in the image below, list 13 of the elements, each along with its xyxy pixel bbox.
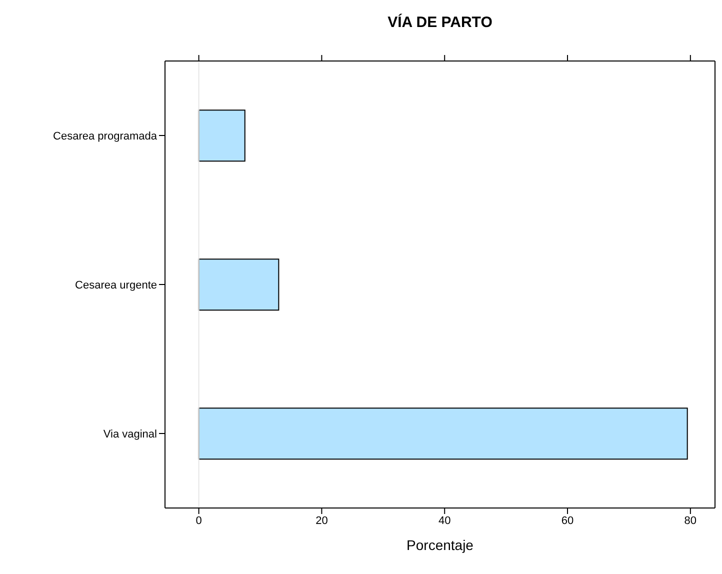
y-tick-label: Cesarea programada <box>53 130 158 142</box>
x-tick-label: 80 <box>684 514 697 527</box>
x-axis-title: Porcentaje <box>406 537 474 553</box>
chart-title: VÍA DE PARTO <box>386 12 494 33</box>
x-tick-label: 40 <box>438 514 451 527</box>
y-tick-label: Cesarea urgente <box>75 279 157 292</box>
x-tick-label: 0 <box>196 514 202 527</box>
x-tick-label: 20 <box>316 514 328 527</box>
y-tick-label: Via vaginal <box>103 428 157 440</box>
bar <box>198 258 280 311</box>
x-tick-label: 60 <box>561 514 574 527</box>
bar <box>198 110 246 162</box>
bar <box>198 408 688 460</box>
